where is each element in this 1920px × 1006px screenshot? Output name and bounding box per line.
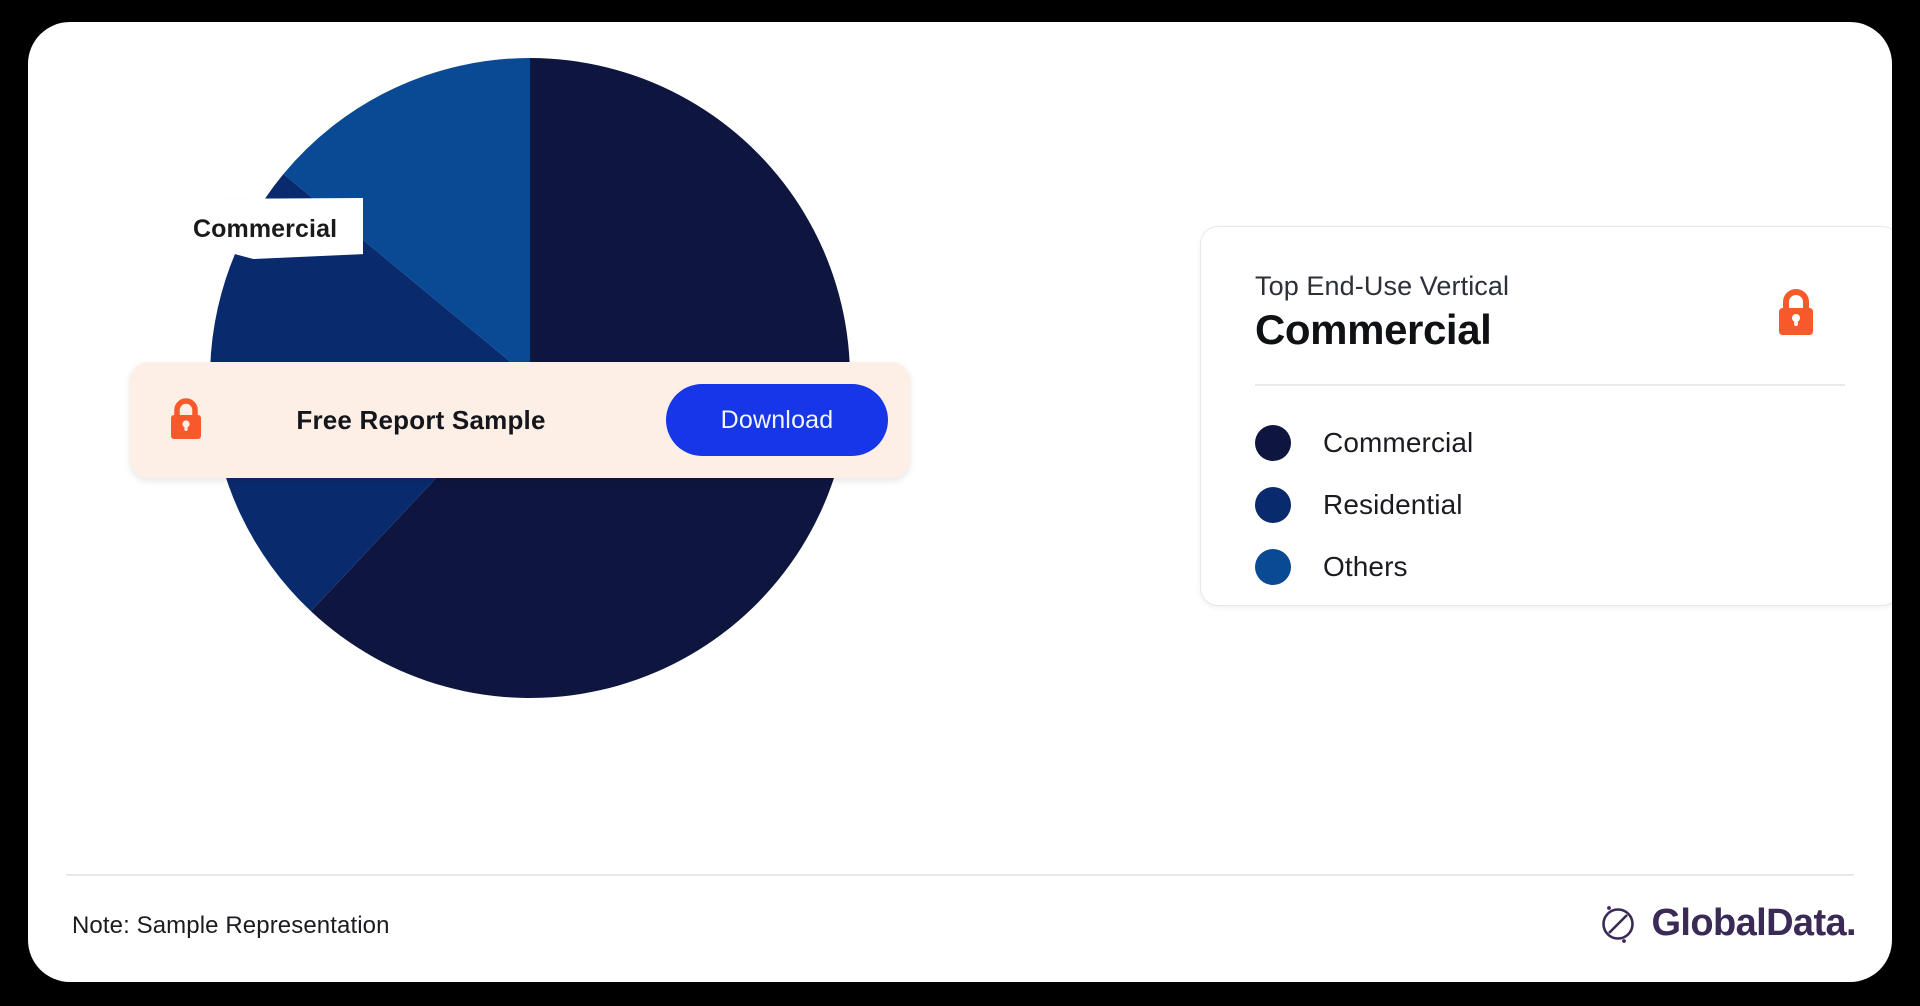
legend-item[interactable]: Commercial (1255, 412, 1845, 474)
pie-slice-tooltip-commercial: Commercial (167, 198, 364, 259)
legend-item-label: Commercial (1323, 426, 1474, 458)
legend-color-swatch (1255, 548, 1291, 585)
free-report-sample-label: Free Report Sample (296, 404, 546, 435)
legend-card-kicker: Top End-Use Vertical (1255, 271, 1510, 301)
legend-card-titles: Top End-Use Vertical Commercial (1255, 271, 1509, 354)
legend-card-value: Commercial (1255, 306, 1492, 353)
legend-item[interactable]: Residential (1255, 474, 1845, 536)
legend-color-swatch (1255, 424, 1291, 461)
legend-list: Commercial Residential Others (1255, 412, 1845, 598)
legend-item[interactable]: Others (1255, 536, 1845, 598)
download-button[interactable]: Download (666, 384, 888, 456)
legend-item-label: Others (1323, 550, 1408, 582)
lock-icon (1779, 289, 1813, 335)
globaldata-wordmark: GlobalData. (1651, 901, 1856, 944)
footer-divider (66, 874, 1854, 876)
pie-chart-area: Commercial Free Report Sample Download (28, 22, 1168, 862)
legend-item-label: Residential (1323, 488, 1463, 520)
globaldata-logo-icon (1602, 906, 1635, 943)
report-card: Commercial Free Report Sample Download T… (28, 22, 1892, 982)
legend-divider (1255, 384, 1845, 386)
top-end-use-vertical-card: Top End-Use Vertical Commercial Commerci… (1200, 226, 1892, 606)
lock-icon (171, 398, 201, 439)
pie-slice-others[interactable] (283, 58, 530, 378)
globaldata-brand: GlobalData. (1595, 900, 1857, 946)
legend-color-swatch (1255, 486, 1291, 523)
free-report-sample-banner: Free Report Sample Download (130, 362, 910, 478)
footer-note: Note: Sample Representation (72, 912, 390, 939)
legend-card-header: Top End-Use Vertical Commercial (1255, 271, 1845, 354)
